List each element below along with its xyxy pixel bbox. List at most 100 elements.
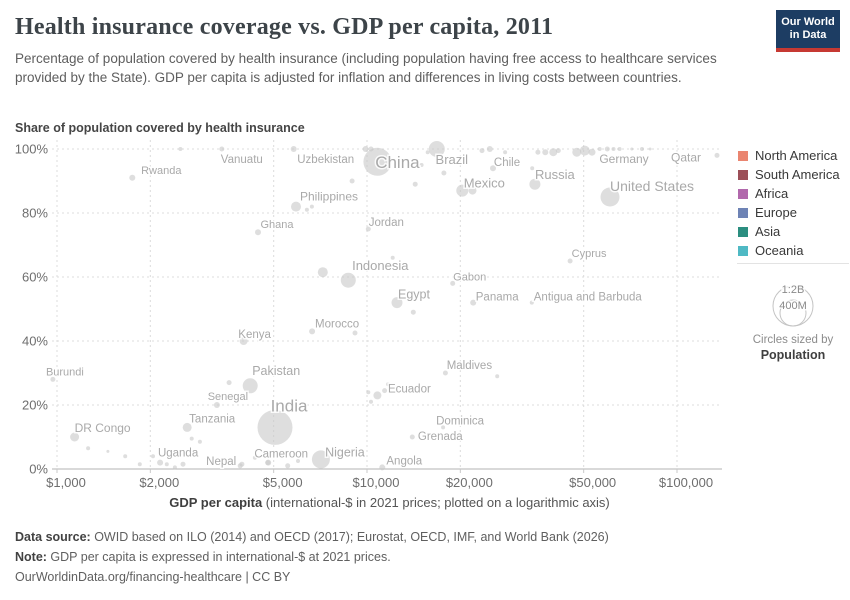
data-point-russia[interactable] (529, 178, 541, 190)
data-point-ecuador[interactable] (373, 391, 382, 400)
data-point[interactable] (479, 148, 485, 154)
data-point[interactable] (252, 455, 257, 460)
data-point[interactable] (382, 388, 388, 394)
scatter-plot: 0% 20% 40% 60% 80% 100% $1,000 $2,000 $5,000 $10,… (15, 140, 722, 510)
legend-item-africa[interactable]: Africa (738, 184, 840, 203)
data-point[interactable] (549, 148, 558, 157)
data-point[interactable] (597, 147, 602, 151)
data-point-united-states[interactable] (600, 187, 620, 207)
data-point[interactable] (555, 148, 561, 154)
data-point[interactable] (640, 147, 644, 151)
data-point[interactable] (412, 181, 418, 187)
data-point[interactable] (106, 449, 110, 453)
legend-item-north-america[interactable]: North America (738, 146, 840, 165)
data-point-gabon[interactable] (450, 280, 456, 286)
data-point[interactable] (172, 465, 177, 470)
data-point-india[interactable] (257, 409, 293, 445)
owid-logo[interactable]: Our World in Data (776, 10, 840, 52)
data-point-tanzania[interactable] (182, 422, 192, 432)
data-point-indonesia[interactable] (340, 272, 356, 288)
data-point-maldives[interactable] (442, 370, 448, 376)
data-point-burundi[interactable] (50, 376, 56, 382)
legend-swatch-asia (738, 226, 748, 237)
data-point[interactable] (419, 163, 424, 167)
data-point[interactable] (486, 146, 493, 152)
data-point[interactable] (123, 454, 128, 459)
data-point[interactable] (368, 146, 374, 152)
data-point[interactable] (239, 461, 245, 467)
data-point-china[interactable] (363, 147, 392, 176)
data-point[interactable] (304, 207, 309, 212)
data-point[interactable] (309, 204, 314, 209)
data-point-antigua-and-barbuda[interactable] (529, 300, 534, 305)
data-point[interactable] (285, 463, 291, 469)
data-point-germany[interactable] (588, 148, 596, 156)
legend-item-asia[interactable]: Asia (738, 222, 840, 241)
data-point[interactable] (189, 436, 194, 441)
data-point[interactable] (441, 170, 447, 176)
data-point-morocco[interactable] (309, 328, 316, 335)
data-point[interactable] (425, 150, 430, 155)
data-point-pakistan[interactable] (242, 378, 258, 394)
data-point[interactable] (362, 146, 369, 152)
data-point-panama[interactable] (470, 299, 477, 306)
data-point-dr-congo[interactable] (70, 432, 80, 442)
data-point[interactable] (468, 186, 477, 195)
data-point-ghana[interactable] (255, 229, 261, 236)
data-point[interactable] (349, 178, 355, 184)
data-point[interactable] (86, 446, 91, 451)
data-point-mexico[interactable] (456, 184, 469, 197)
data-point[interactable] (630, 147, 634, 151)
data-point-philippines[interactable] (291, 201, 301, 212)
data-point-uzbekistan[interactable] (290, 146, 297, 152)
data-point-cyprus[interactable] (567, 258, 573, 264)
data-point-brazil[interactable] (428, 141, 445, 157)
data-point-egypt[interactable] (391, 297, 403, 309)
data-point[interactable] (535, 149, 541, 155)
data-point-qatar[interactable] (714, 152, 720, 158)
data-point[interactable] (579, 145, 590, 156)
data-point[interactable] (495, 374, 500, 379)
data-point-kenya[interactable] (239, 337, 248, 345)
data-point[interactable] (352, 330, 358, 336)
data-point[interactable] (410, 309, 416, 315)
data-point[interactable] (178, 147, 183, 151)
legend-item-south-america[interactable]: South America (738, 165, 840, 184)
data-point[interactable] (617, 147, 622, 151)
point-label-mexico: Mexico (464, 176, 505, 191)
data-point[interactable] (611, 147, 616, 151)
legend-item-europe[interactable]: Europe (738, 203, 840, 222)
data-point[interactable] (572, 147, 582, 157)
data-point-dominica[interactable] (441, 425, 446, 430)
data-point[interactable] (265, 460, 271, 466)
data-point[interactable] (197, 439, 202, 444)
data-point[interactable] (296, 459, 300, 463)
data-point-senegal[interactable] (213, 402, 220, 408)
data-point[interactable] (366, 390, 371, 395)
data-point[interactable] (164, 462, 169, 467)
data-point-vanuatu[interactable] (219, 146, 225, 152)
data-point[interactable] (151, 454, 155, 459)
data-point[interactable] (530, 166, 535, 171)
data-point[interactable] (542, 149, 549, 156)
data-point[interactable] (648, 147, 652, 151)
data-point-jordan[interactable] (365, 226, 371, 232)
data-point-angola[interactable] (379, 464, 386, 471)
legend-item-oceania[interactable]: Oceania (738, 241, 840, 260)
data-source-line: Data source: OWID based on ILO (2014) an… (15, 527, 609, 547)
data-point[interactable] (369, 399, 373, 404)
data-point[interactable] (503, 150, 508, 155)
y-tick-label-40: 40% (22, 334, 48, 349)
data-point[interactable] (180, 461, 186, 467)
data-point-grenada[interactable] (409, 434, 415, 440)
data-point[interactable] (226, 380, 232, 386)
data-point[interactable] (317, 267, 328, 278)
data-point[interactable] (390, 255, 395, 260)
data-point-rwanda[interactable] (129, 174, 136, 181)
data-point[interactable] (604, 146, 610, 152)
data-point-chile[interactable] (490, 165, 496, 172)
data-point-uganda[interactable] (157, 459, 164, 466)
data-point[interactable] (386, 382, 391, 387)
data-point-nigeria[interactable] (311, 450, 330, 469)
data-point[interactable] (137, 462, 142, 467)
